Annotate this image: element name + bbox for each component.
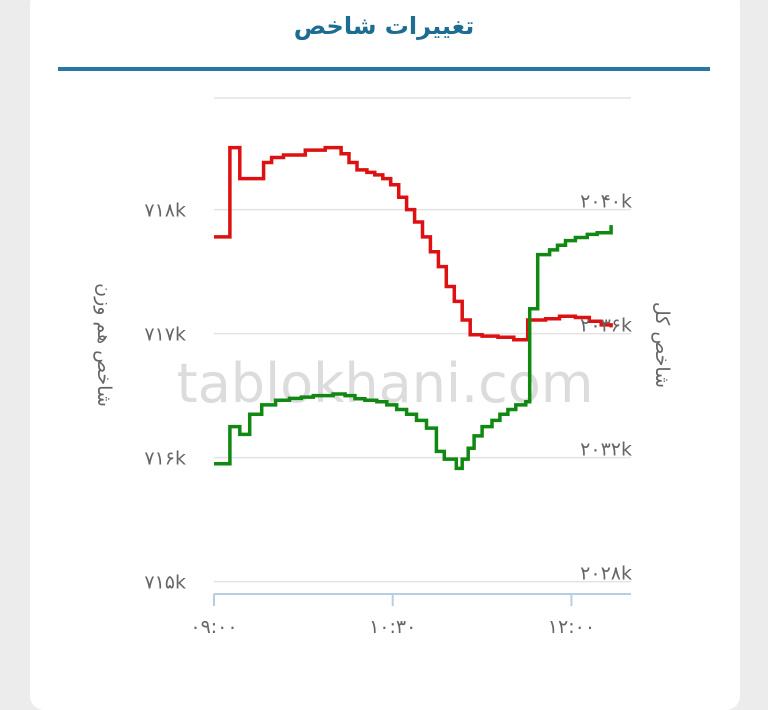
- left-tick-label: ۷۱۸k: [144, 200, 186, 222]
- x-axis: ۰۹:۰۰ ۱۰:۳۰ ۱۲:۰۰: [190, 593, 631, 638]
- right-y-axis: ۲۰۲۸k ۲۰۳۲k ۲۰۳۶k ۲۰۴۰k: [580, 191, 632, 585]
- left-tick-label: ۷۱۷k: [144, 324, 186, 346]
- right-axis-title: شاخص کل: [651, 302, 673, 388]
- right-tick-label: ۲۰۴۰k: [580, 191, 632, 213]
- grid-lines: [214, 97, 631, 583]
- right-tick-label: ۲۰۳۲k: [580, 439, 632, 461]
- chart-card: [30, 0, 740, 710]
- x-tick-label: ۰۹:۰۰: [190, 616, 237, 638]
- x-tick-label: ۱۰:۳۰: [369, 616, 416, 638]
- x-tick-label: ۱۲:۰۰: [548, 616, 595, 638]
- chart-title: تغییرات شاخص: [293, 12, 475, 40]
- left-tick-label: ۷۱۶k: [144, 448, 186, 470]
- right-tick-label: ۲۰۳۶k: [580, 315, 632, 337]
- left-axis-title: شاخص هم وزن: [93, 283, 115, 407]
- series-lines: [214, 145, 613, 471]
- left-tick-label: ۷۱۵k: [144, 572, 186, 594]
- left-y-axis: ۷۱۵k ۷۱۶k ۷۱۷k ۷۱۸k: [144, 200, 186, 594]
- title-underline: [58, 67, 710, 71]
- series-line-1: [214, 145, 613, 342]
- right-tick-label: ۲۰۲۸k: [580, 563, 632, 585]
- index-changes-chart: tablokhani.com ۰۹:۰۰ ۱۰:۳۰ ۱۲:۰۰ ۷۱۵k۷۱۶k۷…: [93, 97, 673, 638]
- series-line-2: [214, 225, 613, 471]
